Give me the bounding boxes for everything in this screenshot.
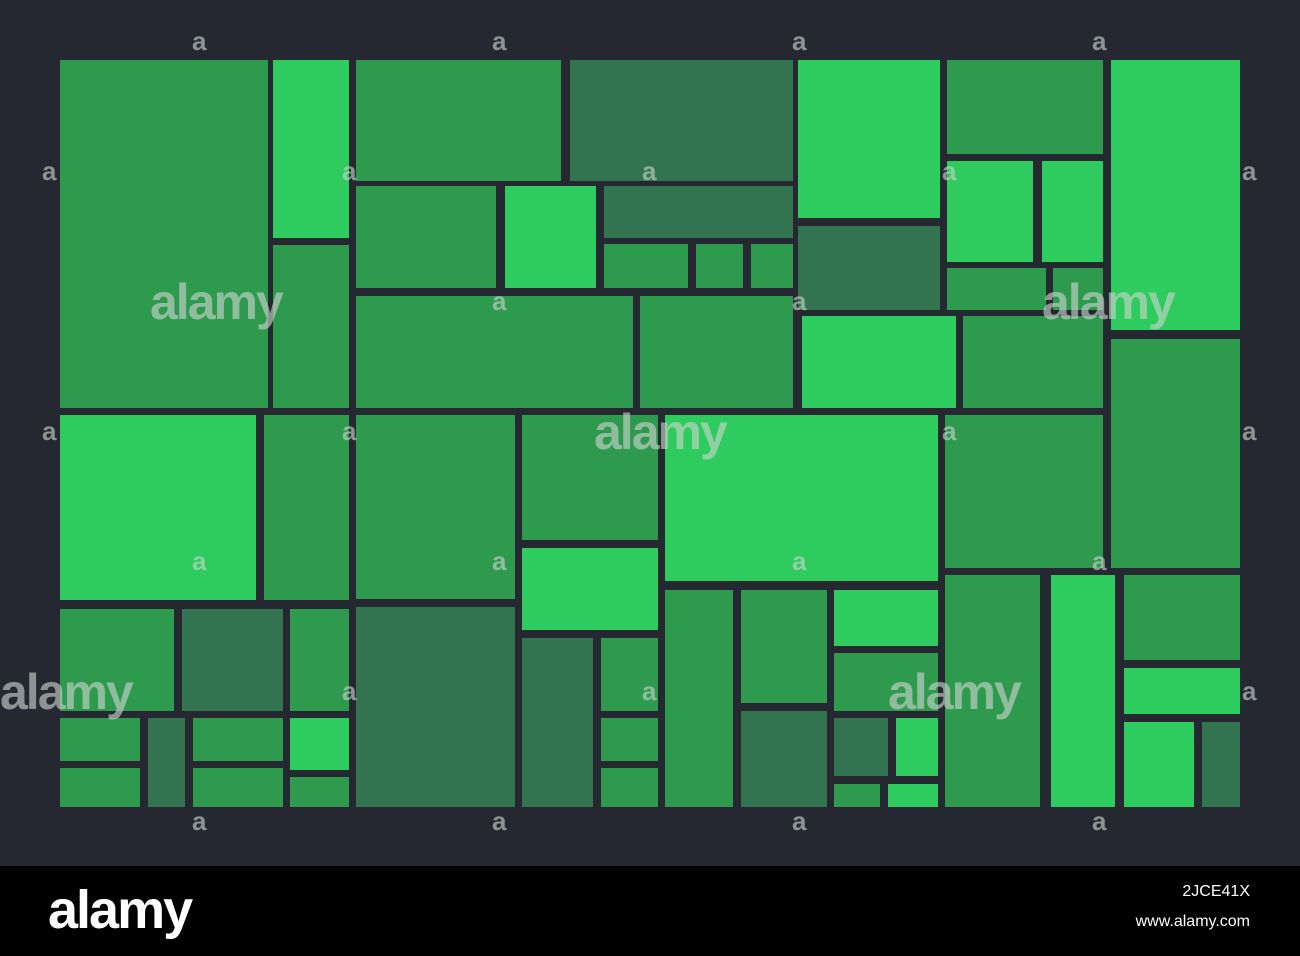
watermark-mark: a — [42, 416, 57, 446]
watermark-text: alamy — [1042, 274, 1176, 330]
mosaic-tile — [148, 718, 185, 807]
mosaic-tile — [696, 244, 743, 288]
mosaic-tile — [193, 768, 283, 807]
mosaic-tile — [273, 60, 349, 238]
watermark-mark: a — [492, 286, 507, 316]
mosaic-tile — [751, 244, 793, 288]
mosaic-tile — [1124, 722, 1194, 807]
watermark-mark: a — [492, 546, 507, 576]
mosaic-tile — [60, 415, 256, 600]
watermark-mark: a — [942, 156, 957, 186]
watermark-mark: a — [792, 26, 807, 56]
mosaic-tile — [665, 415, 938, 581]
mosaic-tile — [604, 186, 793, 238]
mosaic-tile — [1124, 575, 1240, 660]
mosaic-tile — [1111, 60, 1240, 330]
mosaic-tile — [193, 718, 283, 761]
site-url: www.alamy.com — [1135, 913, 1250, 930]
watermark-mark: a — [492, 26, 507, 56]
mosaic-tile — [741, 711, 827, 807]
mosaic-tile — [1042, 161, 1103, 262]
watermark-mark: a — [1092, 806, 1107, 836]
mosaic-tile — [834, 784, 880, 807]
watermark-mark: a — [342, 416, 357, 446]
watermark-text: alamy — [150, 274, 284, 330]
mosaic-tile — [888, 784, 938, 807]
watermark-mark: a — [192, 806, 207, 836]
mosaic-tile — [273, 245, 349, 408]
mosaic-tile — [665, 590, 733, 807]
mosaic-tile — [798, 60, 940, 218]
mosaic-tile — [945, 575, 1040, 807]
watermark-mark: a — [792, 546, 807, 576]
image-id: 2JCE41X — [1182, 883, 1250, 900]
mosaic-tile — [947, 268, 1046, 310]
mosaic-tile — [60, 60, 268, 408]
watermark-mark: a — [1242, 156, 1257, 186]
mosaic-tile — [798, 226, 940, 310]
mosaic-tile — [356, 186, 496, 288]
watermark-mark: a — [342, 156, 357, 186]
watermark-mark: a — [492, 806, 507, 836]
watermark-mark: a — [342, 676, 357, 706]
mosaic-tile — [60, 718, 140, 761]
mosaic-tile — [60, 768, 140, 807]
mosaic-tile — [522, 415, 658, 540]
watermark-mark: a — [1092, 546, 1107, 576]
watermark-text: alamy — [594, 404, 728, 460]
mosaic-tile — [1053, 268, 1103, 310]
watermark-mark: a — [1092, 26, 1107, 56]
mosaic-tile — [290, 777, 349, 807]
mosaic-tile — [182, 609, 283, 711]
mosaic-tile — [356, 415, 515, 599]
watermark-mark: a — [192, 546, 207, 576]
mosaic-tile — [522, 638, 593, 807]
mosaic-tile — [356, 296, 633, 408]
mosaic-tile — [834, 718, 888, 776]
watermark-mark: a — [942, 416, 957, 446]
watermark-text: alamy — [888, 664, 1022, 720]
alamy-logo: alamy — [48, 880, 193, 940]
watermark-mark: a — [1242, 676, 1257, 706]
mosaic-tile — [290, 609, 349, 711]
watermark-mark: a — [192, 26, 207, 56]
mosaic-tile — [522, 548, 658, 630]
mosaic-tile — [264, 415, 349, 600]
watermark-mark: a — [42, 156, 57, 186]
watermark-mark: a — [792, 286, 807, 316]
watermark-mark: a — [792, 806, 807, 836]
watermark-mark: a — [1242, 416, 1257, 446]
mosaic-tile — [834, 590, 938, 646]
mosaic-tile — [601, 768, 658, 807]
mosaic-tile — [741, 590, 827, 703]
mosaic-tile — [604, 244, 688, 288]
mosaic-tile — [947, 161, 1033, 262]
mosaic-tile — [896, 718, 938, 776]
mosaic-tile — [356, 60, 561, 181]
mosaic-tile — [963, 316, 1103, 408]
mosaic-tile — [601, 638, 658, 711]
footer-bar: alamy 2JCE41X www.alamy.com — [0, 866, 1300, 956]
mosaic-tile — [1111, 339, 1240, 568]
mosaic-tile — [505, 186, 596, 288]
mosaic-tile — [834, 653, 938, 711]
mosaic-tile — [570, 60, 793, 181]
mosaic-tile — [60, 609, 174, 711]
mosaic-tile — [947, 60, 1103, 154]
mosaic-tile — [640, 296, 793, 408]
mosaic-canvas — [60, 60, 1240, 807]
watermark-mark: a — [642, 676, 657, 706]
watermark-mark: a — [642, 156, 657, 186]
mosaic-tile — [802, 316, 956, 408]
mosaic-tile — [601, 718, 658, 761]
watermark-text: alamy — [0, 664, 134, 720]
mosaic-tile — [356, 607, 515, 807]
mosaic-tile — [290, 718, 349, 770]
mosaic-tile — [1202, 722, 1240, 807]
mosaic-tile — [945, 415, 1103, 568]
mosaic-tile — [1124, 668, 1240, 714]
mosaic-tile — [1051, 575, 1115, 807]
